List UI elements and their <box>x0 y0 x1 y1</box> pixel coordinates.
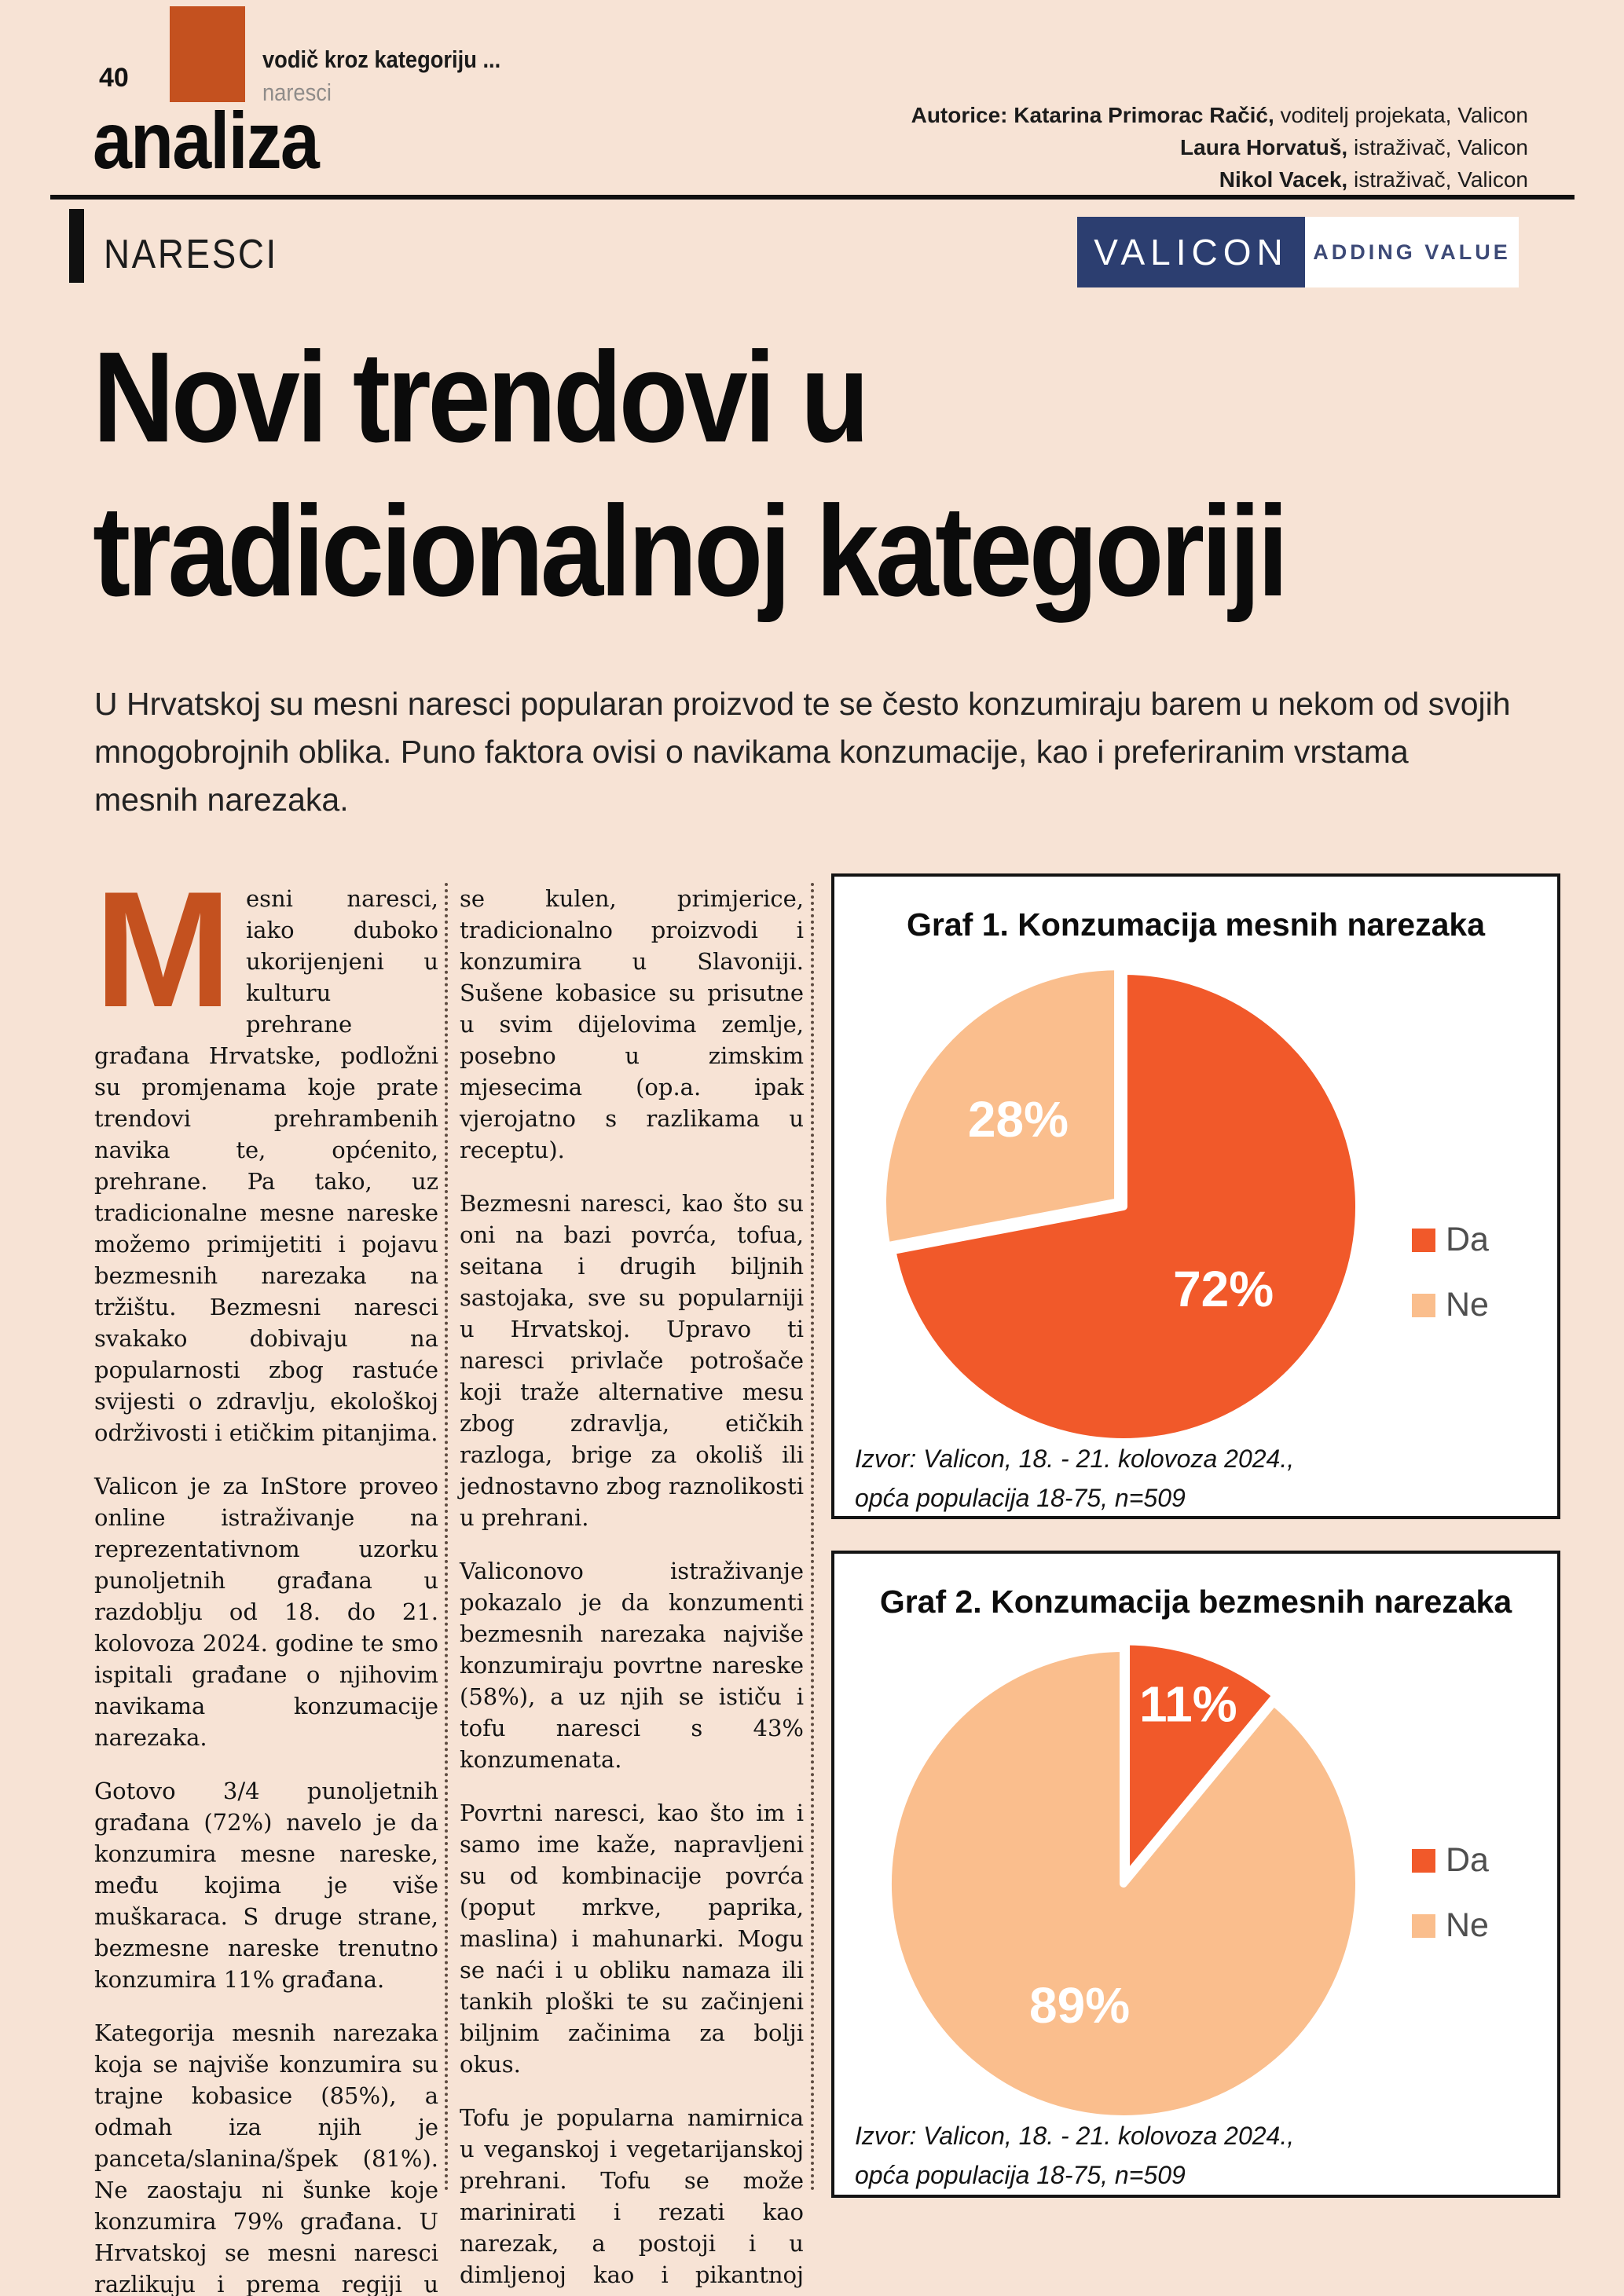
pie-value-label-ne: 89% <box>1029 1977 1130 2034</box>
paragraph: Tofu je popularna namirnica u veganskoj … <box>460 2104 804 2296</box>
pie-slice-da <box>1122 1637 1281 1881</box>
kicker-subtext: naresci <box>262 79 332 106</box>
chart-source: Izvor: Valicon, 18. - 21. kolovoza 2024.… <box>855 2122 1295 2189</box>
pie-slice-da <box>888 967 1363 1446</box>
legend-item-da: Da <box>1412 1221 1489 1259</box>
drop-cap: M <box>94 857 232 1042</box>
article-headline: Novi trendovi u tradicionalnoj kategorij… <box>93 325 1289 623</box>
paragraph: Kategorija mesnih narezaka koja se najvi… <box>94 2020 438 2296</box>
authors-block: Autorice: Katarina Primorac Račić, vodit… <box>911 99 1528 196</box>
chart-source: Izvor: Valicon, 18. - 21. kolovoza 2024.… <box>855 1445 1295 1512</box>
legend-item-da: Da <box>1412 1841 1489 1880</box>
orange-kicker-block <box>170 6 245 102</box>
paragraph: Bezmesni naresci, kao što su oni na bazi… <box>460 1190 804 1531</box>
legend-swatch-ne <box>1412 1293 1435 1317</box>
pie-value-label-ne: 28% <box>968 1091 1069 1148</box>
legend-item-ne: Ne <box>1412 1906 1489 1945</box>
paragraph: Valicon je za InStore proveo online istr… <box>94 1473 438 1751</box>
chart-title: Graf 1. Konzumacija mesnih narezaka <box>907 906 1485 943</box>
pie-value-label-da: 11% <box>1139 1675 1237 1732</box>
chart-title: Graf 2. Konzumacija bezmesnih narezaka <box>879 1584 1512 1620</box>
paragraph: Gotovo 3/4 punoljetnih građana (72%) nav… <box>94 1778 438 1993</box>
kicker-text: vodič kroz kategoriju ... <box>262 46 501 73</box>
paragraph: Valiconovo istraživanje pokazalo je da k… <box>460 1558 804 1773</box>
paragraph: se kulen, primjerice, tradicionalno proi… <box>460 885 804 1163</box>
pie-chart-bezmesni-naresci: 11% 89% <box>884 1637 1363 2123</box>
legend-swatch-da <box>1412 1228 1435 1252</box>
author-line: Autorice: Katarina Primorac Račić, vodit… <box>911 103 1528 127</box>
pie-value-label-da: 72% <box>1173 1261 1274 1317</box>
valicon-logo-brand: VALICON <box>1077 217 1305 287</box>
chart-legend: Da Ne <box>1412 1841 1489 1945</box>
chart-graf-1: Graf 1. Konzumacija mesnih narezaka 72% 2… <box>831 873 1560 1519</box>
author-line: Laura Horvatuš, istraživač, Valicon <box>1180 135 1528 159</box>
valicon-logo-tagline: ADDING VALUE <box>1305 217 1519 287</box>
page-number: 40 <box>99 63 129 93</box>
article-lead: U Hrvatskoj su mesni naresci popularan p… <box>94 686 1511 818</box>
chart-graf-2: Graf 2. Konzumacija bezmesnih narezaka 1… <box>831 1551 1560 2198</box>
text-column-2: se kulen, primjerice, tradicionalno proi… <box>460 883 804 2296</box>
header-rule <box>50 195 1575 200</box>
author-line: Nikol Vacek, istraživač, Valicon <box>1219 167 1528 192</box>
pie-chart-mesni-naresci: 72% 28% <box>878 962 1363 1446</box>
section-title-analiza: analiza <box>93 96 320 185</box>
column-divider <box>445 883 448 2192</box>
pie-slice-ne <box>884 1644 1363 2123</box>
column-divider <box>811 883 814 2192</box>
legend-swatch-da <box>1412 1848 1435 1873</box>
legend-item-ne: Ne <box>1412 1286 1489 1324</box>
legend-swatch-ne <box>1412 1913 1435 1938</box>
section-tick-bar <box>69 209 84 283</box>
category-tag: NARESCI <box>104 232 278 277</box>
pie-slice-ne <box>878 962 1123 1251</box>
paragraph: Povrtni naresci, kao što im i samo ime k… <box>460 1800 804 2078</box>
chart-legend: Da Ne <box>1412 1221 1489 1324</box>
